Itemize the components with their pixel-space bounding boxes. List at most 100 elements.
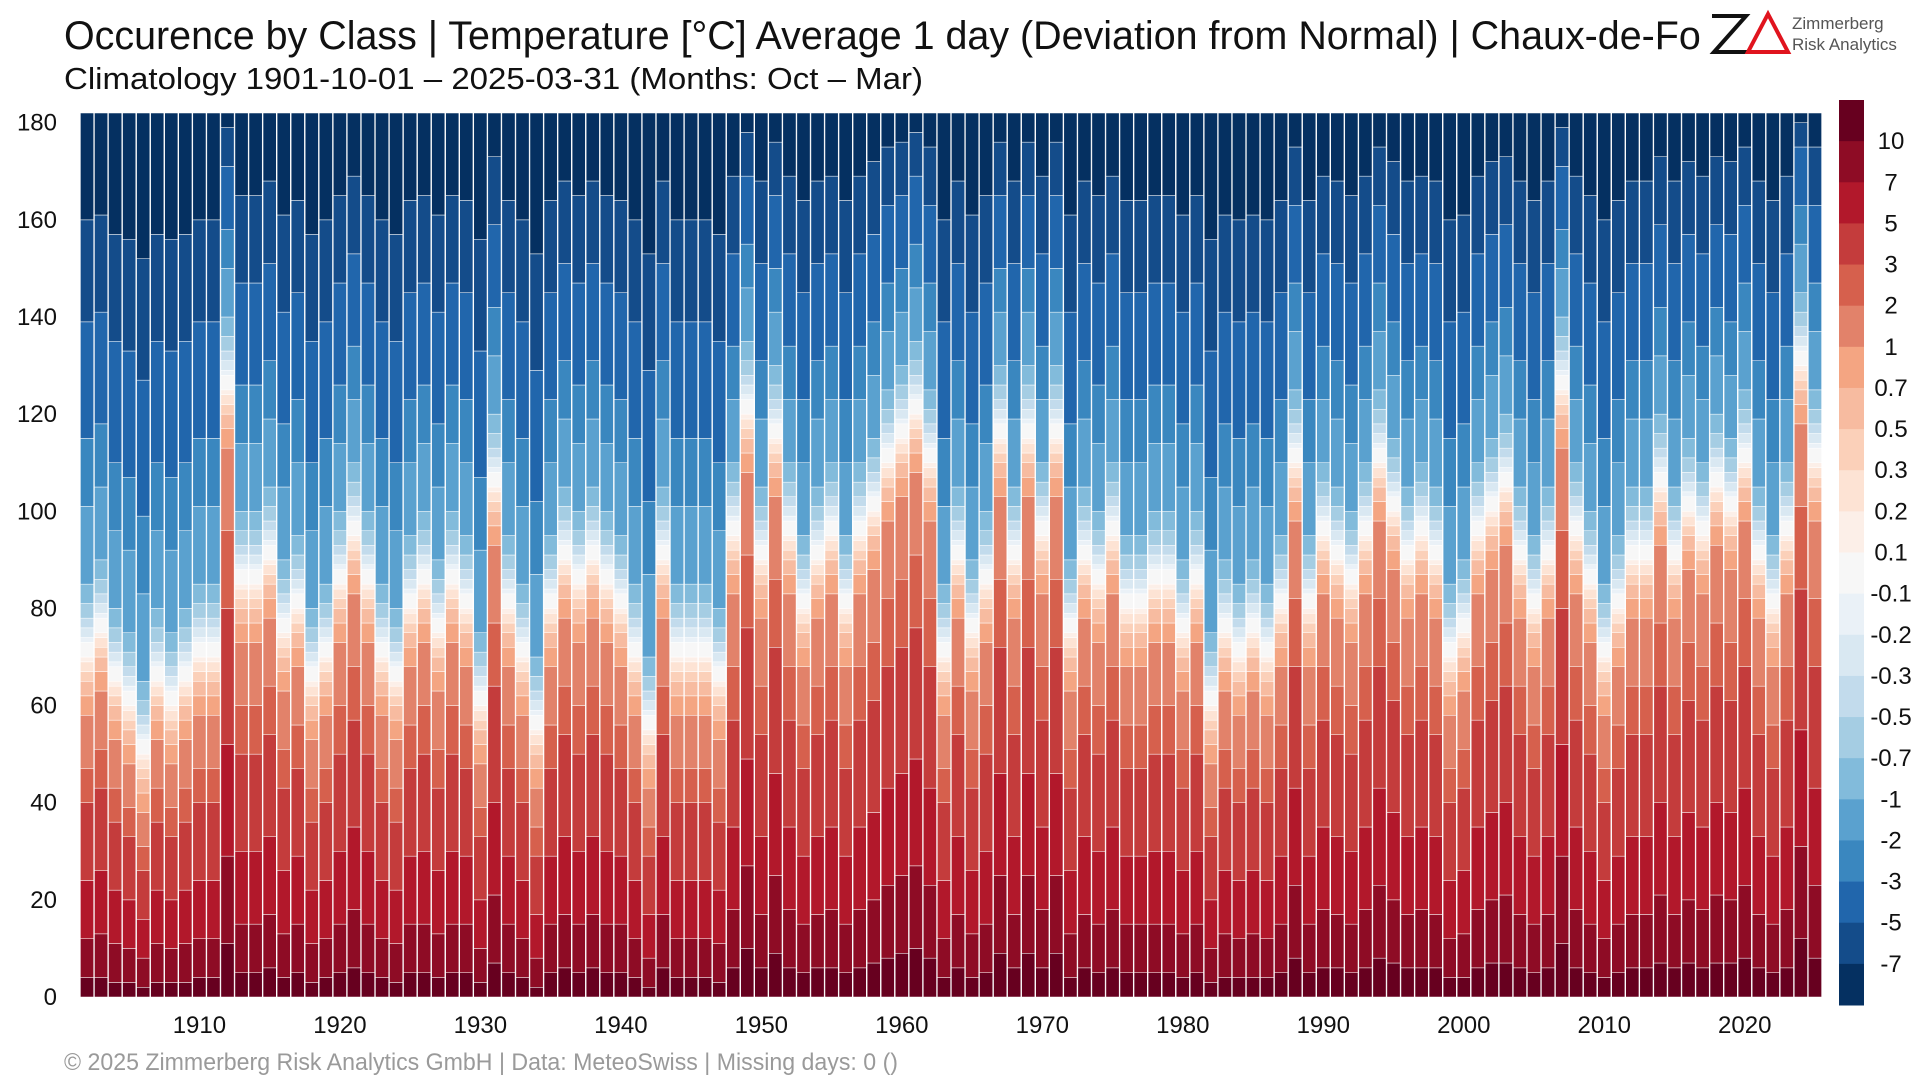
bar-segment xyxy=(1372,666,1387,789)
bar-segment xyxy=(698,321,713,439)
bar-segment xyxy=(445,583,460,590)
bar-segment xyxy=(1105,175,1120,255)
bar-segment xyxy=(712,112,727,235)
bar-segment xyxy=(880,885,895,959)
bar-segment xyxy=(670,627,684,638)
bar-segment xyxy=(1119,724,1134,769)
bar-segment xyxy=(1456,632,1471,638)
bar-segment xyxy=(1372,501,1387,522)
bar-segment xyxy=(1386,642,1401,701)
bar-segment xyxy=(740,948,755,998)
bar-segment xyxy=(866,496,881,512)
bar-segment xyxy=(782,112,797,177)
bar-segment xyxy=(122,350,137,478)
bar-segment xyxy=(1625,520,1640,531)
x-tick-label: 1940 xyxy=(594,1012,647,1039)
bar-segment xyxy=(571,282,586,386)
bar-segment xyxy=(1147,554,1162,565)
bar-segment xyxy=(670,112,684,221)
bar-segment xyxy=(1035,967,1050,998)
bar-segment xyxy=(1035,666,1050,721)
bar-segment xyxy=(684,506,698,585)
colorbar-tick-label: -1 xyxy=(1880,786,1901,813)
bar-segment xyxy=(431,617,446,633)
bar-segment xyxy=(1288,409,1303,425)
bar-segment xyxy=(1274,613,1288,624)
bar-segment xyxy=(529,112,544,255)
bar-segment xyxy=(571,195,586,284)
bar-segment xyxy=(1204,239,1218,352)
bar-segment xyxy=(768,443,783,454)
bar-segment xyxy=(642,676,656,692)
bar-segment xyxy=(1035,540,1050,551)
bar-segment xyxy=(389,889,403,944)
bar-segment xyxy=(375,768,389,803)
bar-segment xyxy=(80,617,94,629)
bar-segment xyxy=(726,506,741,517)
bar-segment xyxy=(768,365,783,386)
bar-segment xyxy=(347,666,361,721)
bar-segment xyxy=(852,559,867,575)
bar-segment xyxy=(445,588,460,599)
bar-segment xyxy=(1751,418,1766,488)
bar-segment xyxy=(501,399,516,463)
bar-segment xyxy=(1119,292,1134,400)
bar-segment xyxy=(122,549,137,633)
bar-segment xyxy=(614,399,628,463)
bar-segment xyxy=(262,180,277,264)
bar-segment xyxy=(192,656,207,663)
bar-segment xyxy=(1695,719,1710,828)
bar-segment xyxy=(389,982,403,998)
bar-segment xyxy=(1751,530,1766,541)
bar-segment xyxy=(571,972,586,998)
bar-segment xyxy=(318,219,333,323)
bar-segment xyxy=(951,914,965,969)
bar-segment xyxy=(965,632,979,638)
bar-segment xyxy=(599,443,614,512)
bar-segment xyxy=(122,982,137,998)
bar-segment xyxy=(726,481,741,497)
bar-segment xyxy=(1737,423,1752,434)
bar-segment xyxy=(501,569,516,580)
bar-segment xyxy=(445,443,460,512)
bar-segment xyxy=(754,914,769,969)
bar-segment xyxy=(1780,496,1794,507)
bar-segment xyxy=(1653,307,1668,357)
bar-segment xyxy=(782,520,797,536)
bar-segment xyxy=(459,579,474,590)
bar-segment xyxy=(1541,617,1555,687)
bar-segment xyxy=(628,627,642,638)
bar-segment xyxy=(993,477,1008,497)
bar-segment xyxy=(1400,734,1415,837)
bar-segment xyxy=(1274,554,1288,570)
bar-segment xyxy=(1204,744,1218,765)
bar-segment xyxy=(361,443,375,512)
bar-segment xyxy=(571,622,586,643)
bar-segment xyxy=(1246,112,1260,216)
bar-segment xyxy=(909,438,923,454)
bar-segment xyxy=(866,812,881,901)
bar-segment xyxy=(1639,112,1654,182)
bar-segment xyxy=(1456,613,1471,619)
bar-segment xyxy=(782,967,797,998)
bar-segment xyxy=(318,938,333,978)
bar-segment xyxy=(304,530,319,609)
bar-segment xyxy=(937,661,951,672)
bar-segment xyxy=(1091,282,1106,386)
bar-segment xyxy=(1499,467,1513,473)
bar-segment xyxy=(810,617,825,687)
bar-segment xyxy=(1147,705,1162,755)
bar-segment xyxy=(1625,540,1640,546)
bar-segment xyxy=(1091,972,1106,998)
bar-segment xyxy=(1189,642,1204,706)
bar-segment xyxy=(1372,520,1387,599)
bar-segment xyxy=(1246,423,1260,488)
bar-segment xyxy=(1386,535,1401,551)
bar-segment xyxy=(1639,914,1654,969)
bar-segment xyxy=(1625,263,1640,361)
bar-segment xyxy=(1302,972,1317,998)
bar-segment xyxy=(304,627,319,643)
bar-segment xyxy=(1274,588,1288,595)
bar-segment xyxy=(1442,715,1457,769)
bar-segment xyxy=(993,579,1008,648)
